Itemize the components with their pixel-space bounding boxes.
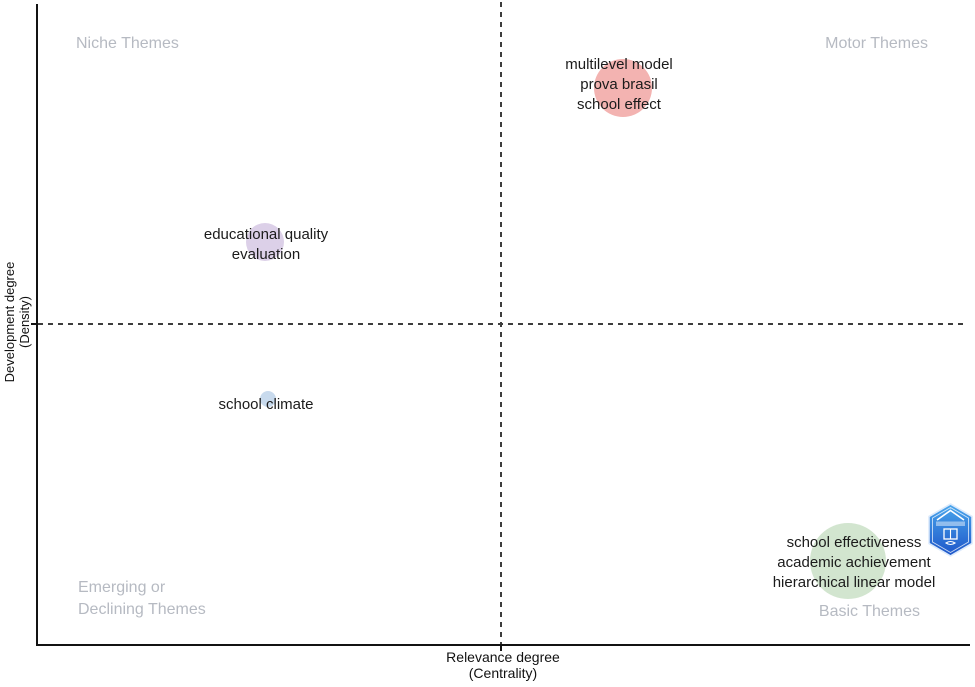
theme-label-line: school effectiveness [786,534,922,551]
theme-label-line: school climate [218,396,314,413]
density-median-dashed-line [38,323,965,325]
theme-label-line: academic achievement [777,554,931,571]
theme-label-line: prova brasil [580,76,658,93]
y-axis-line [36,4,38,645]
y-axis-label-line-1: Development degree [2,261,17,383]
theme-label-line: multilevel model [565,56,673,73]
quadrant-label-motor-themes: Motor Themes [825,35,928,52]
x-axis-label-line-2: (Centrality) [468,665,538,681]
quadrant-label-basic-themes: Basic Themes [818,603,920,620]
quadrant-label-line-2: Declining Themes [78,601,206,618]
theme-bubble-educational-quality [246,223,284,261]
y-axis-tick [31,323,36,325]
institution-crest-watermark-icon [928,503,973,557]
quadrant-label-emerging-declining-themes: Emerging or Declining Themes [78,577,206,621]
theme-label-multilevel-model: multilevel model prova brasil school effec… [565,55,673,115]
theme-bubble-school-effectiveness [810,523,886,599]
y-axis-label: Development degree (Density) [2,262,32,383]
theme-label-school-effectiveness: school effectiveness academic achievement… [773,533,936,593]
theme-label-educational-quality: educational quality evaluation [204,225,328,265]
x-axis-label-line-1: Relevance degree [446,649,560,665]
theme-label-school-climate: school climate [218,395,313,415]
theme-bubble-multilevel-model [594,59,652,117]
x-axis-label: Relevance degree (Centrality) [446,649,560,681]
quadrant-label-niche-themes: Niche Themes [76,35,179,52]
theme-label-line: educational quality [203,226,329,243]
theme-label-line: evaluation [231,246,301,263]
theme-label-line: school effect [577,96,661,113]
theme-label-line: hierarchical linear model [772,574,936,591]
x-axis-line [36,644,970,646]
y-axis-label-line-2: (Density) [17,295,32,349]
x-axis-tick [500,646,502,651]
theme-bubble-school-climate [260,391,276,407]
quadrant-label-line-1: Emerging or [78,579,166,596]
